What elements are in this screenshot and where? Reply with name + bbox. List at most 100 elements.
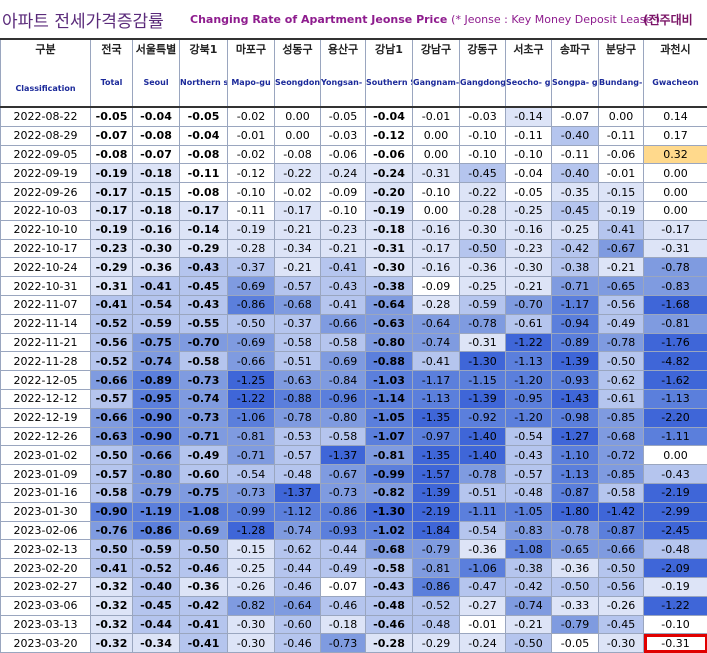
data-cell: -0.83 [506, 521, 552, 540]
data-cell: -0.59 [133, 314, 180, 333]
data-cell: -0.78 [275, 408, 321, 427]
data-cell: -0.16 [506, 220, 552, 239]
table-row: 2023-01-16-0.58-0.79-0.75-0.73-1.37-0.73… [1, 483, 707, 502]
data-cell: -1.68 [644, 295, 707, 314]
data-cell: -0.58 [180, 352, 228, 371]
data-cell: -0.79 [133, 483, 180, 502]
data-cell: -0.40 [552, 164, 599, 183]
data-cell: -0.50 [180, 540, 228, 559]
data-cell: -0.66 [133, 446, 180, 465]
header-english-label: Southern Seoul [366, 57, 412, 88]
data-cell: -0.66 [228, 352, 275, 371]
data-cell: -0.01 [599, 164, 644, 183]
row-date: 2022-09-05 [1, 145, 91, 164]
data-cell: -0.04 [180, 126, 228, 145]
data-cell: 0.00 [644, 446, 707, 465]
data-cell: -0.69 [321, 352, 366, 371]
data-cell: -0.19 [599, 201, 644, 220]
data-cell: -0.96 [321, 389, 366, 408]
data-cell: -4.82 [644, 352, 707, 371]
header-korean-label: 마포구 [228, 40, 274, 57]
row-date: 2022-10-10 [1, 220, 91, 239]
data-cell: -0.68 [599, 427, 644, 446]
data-cell: -0.93 [552, 371, 599, 390]
data-cell: -0.18 [133, 201, 180, 220]
data-cell: -0.78 [460, 314, 506, 333]
data-cell: -0.11 [599, 126, 644, 145]
data-cell: -0.90 [133, 408, 180, 427]
data-cell: -0.82 [228, 596, 275, 615]
row-date: 2022-11-14 [1, 314, 91, 333]
data-cell: -0.41 [599, 220, 644, 239]
data-cell: -0.07 [552, 107, 599, 126]
data-cell: -0.63 [275, 371, 321, 390]
data-cell: -0.58 [321, 427, 366, 446]
data-cell: -1.42 [599, 502, 644, 521]
data-cell: 0.00 [644, 164, 707, 183]
table-row: 2023-02-06-0.76-0.86-0.69-1.28-0.74-0.93… [1, 521, 707, 540]
header-english-label: Northern seoul [180, 57, 227, 88]
data-cell: -0.70 [180, 333, 228, 352]
data-cell: -0.62 [599, 371, 644, 390]
data-cell: -0.54 [460, 521, 506, 540]
data-cell: -0.23 [321, 220, 366, 239]
table-row: 2023-01-02-0.50-0.66-0.49-0.71-0.57-1.37… [1, 446, 707, 465]
data-cell: -1.76 [644, 333, 707, 352]
data-cell: -0.17 [91, 201, 133, 220]
data-cell: -0.49 [599, 314, 644, 333]
table-row: 2022-12-19-0.66-0.90-0.73-1.06-0.78-0.80… [1, 408, 707, 427]
data-cell: -0.41 [91, 559, 133, 578]
row-date: 2023-02-13 [1, 540, 91, 559]
data-cell: -1.22 [644, 596, 707, 615]
data-cell: -1.02 [366, 521, 413, 540]
row-date: 2023-02-20 [1, 559, 91, 578]
data-cell: -0.42 [180, 596, 228, 615]
row-date: 2022-11-28 [1, 352, 91, 371]
data-cell: 0.00 [644, 201, 707, 220]
data-cell: -0.67 [321, 465, 366, 484]
row-date: 2023-02-06 [1, 521, 91, 540]
data-cell: -1.57 [413, 465, 460, 484]
row-date: 2022-10-03 [1, 201, 91, 220]
data-cell: 0.00 [413, 126, 460, 145]
data-cell: -0.08 [275, 145, 321, 164]
data-cell: -0.41 [180, 634, 228, 653]
row-date: 2022-11-07 [1, 295, 91, 314]
data-cell: -1.40 [460, 427, 506, 446]
data-cell: -1.05 [506, 502, 552, 521]
data-cell: -0.23 [91, 239, 133, 258]
data-cell: -0.02 [228, 107, 275, 126]
data-cell: -0.26 [599, 596, 644, 615]
row-date: 2022-12-12 [1, 389, 91, 408]
data-cell: -0.05 [180, 107, 228, 126]
data-cell: -0.43 [366, 577, 413, 596]
header-english-label: Seongdon g-gu [275, 57, 320, 88]
header-korean-label: 서초구 [506, 40, 551, 57]
data-cell: -0.54 [228, 465, 275, 484]
header-english-label: Classification [1, 57, 90, 94]
data-cell: -1.39 [460, 389, 506, 408]
data-cell: -0.15 [228, 540, 275, 559]
data-cell: -0.50 [91, 446, 133, 465]
header-korean-label: 강남구 [413, 40, 459, 57]
data-cell: -0.89 [552, 333, 599, 352]
data-cell: -1.06 [228, 408, 275, 427]
header-korean-label: 강동구 [460, 40, 505, 57]
data-cell: -0.17 [275, 201, 321, 220]
header-korean-label: 강북1 [180, 40, 227, 57]
data-cell: -0.30 [599, 634, 644, 653]
header-korean-label: 용산구 [321, 40, 365, 57]
data-cell: -0.99 [366, 465, 413, 484]
data-cell: -0.56 [599, 577, 644, 596]
data-cell: 0.00 [644, 183, 707, 202]
data-cell: -1.27 [552, 427, 599, 446]
data-cell: -0.29 [413, 634, 460, 653]
data-cell: -0.41 [413, 352, 460, 371]
data-cell: 0.17 [644, 126, 707, 145]
data-cell: -0.73 [321, 634, 366, 653]
